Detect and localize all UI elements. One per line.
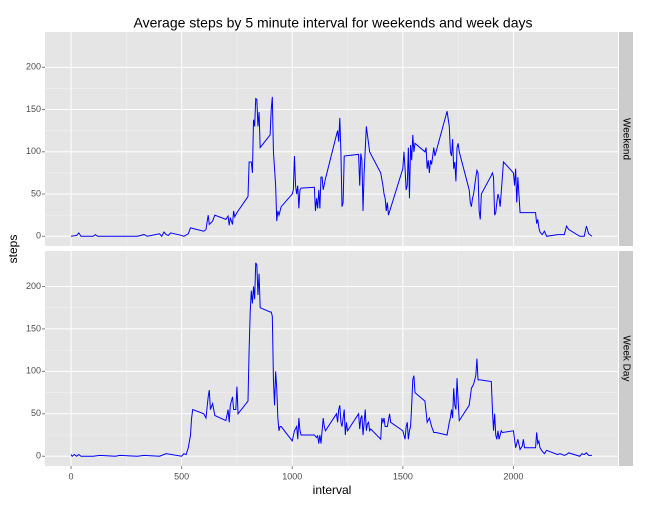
- facet-label: Week Day: [620, 336, 631, 382]
- chart-title: Average steps by 5 minute interval for w…: [134, 15, 533, 31]
- x-tick-label: 500: [174, 471, 189, 481]
- x-tick-label: 1000: [282, 471, 302, 481]
- panel-background: [45, 251, 618, 466]
- y-tick-label: 100: [26, 366, 41, 376]
- facet-label: Weekend: [620, 118, 631, 160]
- y-tick-label: 200: [26, 281, 41, 291]
- y-tick-label: 50: [31, 408, 41, 418]
- y-axis-label: steps: [6, 235, 20, 264]
- y-tick-label: 0: [36, 451, 41, 461]
- y-tick-label: 0: [36, 231, 41, 241]
- x-tick-label: 0: [69, 471, 74, 481]
- facet-strip: [619, 251, 633, 466]
- series-line: [70, 96, 593, 238]
- y-tick-label: 100: [26, 146, 41, 156]
- y-tick-label: 50: [31, 188, 41, 198]
- y-tick-label: 200: [26, 62, 41, 72]
- y-tick-label: 150: [26, 104, 41, 114]
- x-tick-label: 1500: [393, 471, 413, 481]
- facet-strip: [619, 32, 633, 246]
- y-tick-label: 150: [26, 323, 41, 333]
- panel-background: [45, 32, 618, 246]
- x-tick-label: 2000: [503, 471, 523, 481]
- x-axis-label: interval: [313, 483, 352, 497]
- series-line: [70, 262, 592, 457]
